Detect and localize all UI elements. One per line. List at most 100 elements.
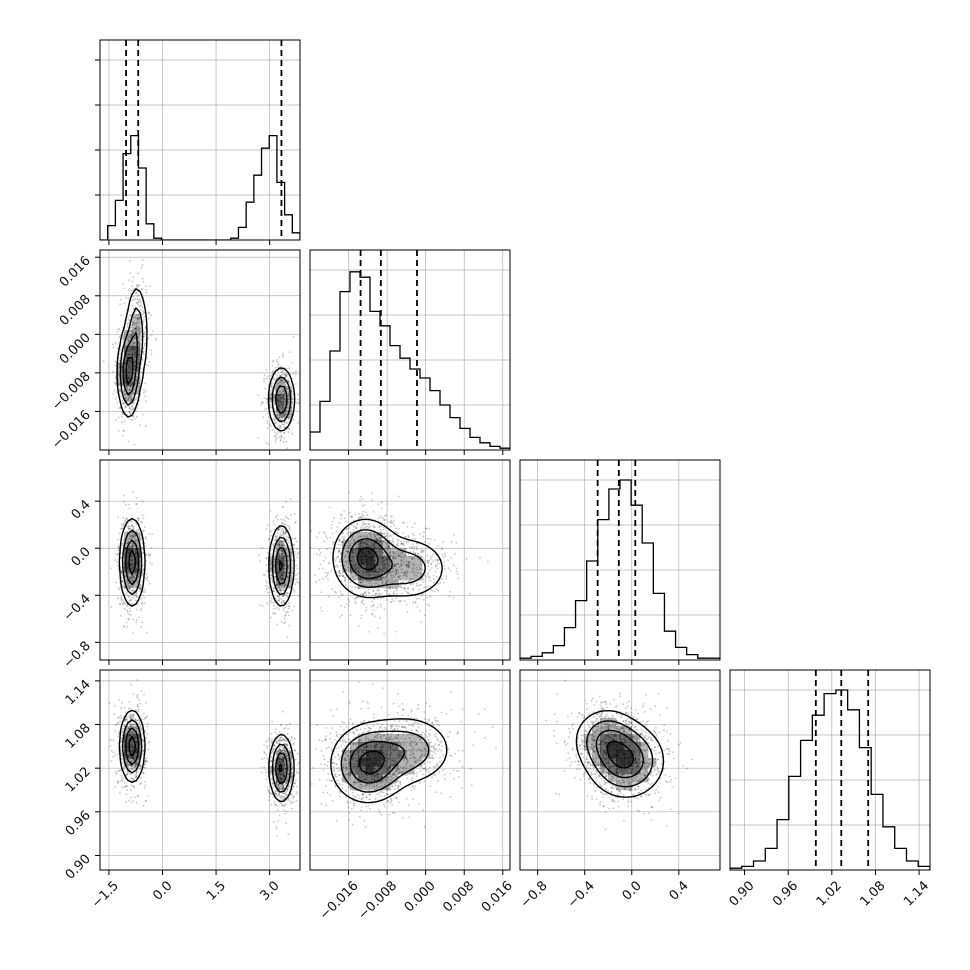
sample-point [144, 325, 147, 328]
sample-point [273, 418, 275, 421]
sample-point [455, 567, 458, 570]
sample-point [132, 316, 135, 319]
sample-point [116, 553, 118, 556]
sample-point [120, 774, 123, 777]
sample-point [291, 567, 294, 570]
y-tick-label-1-1: −0.008 [49, 369, 94, 414]
sample-point [129, 545, 132, 548]
sample-point [286, 595, 289, 598]
sample-point [269, 563, 272, 566]
sample-point [279, 540, 282, 543]
sample-point [128, 410, 131, 413]
sample-point [278, 597, 280, 600]
sample-point [281, 527, 283, 530]
density-cell [284, 572, 293, 581]
density-cell [276, 378, 285, 387]
sample-point [360, 517, 362, 519]
contours-1-0 [116, 288, 296, 432]
sample-point [128, 319, 131, 321]
sample-point [131, 338, 134, 341]
sample-point [296, 572, 299, 575]
sample-point [287, 401, 290, 403]
sample-point [273, 559, 276, 561]
sample-point [138, 573, 141, 575]
sample-point [276, 383, 279, 385]
sample-point [127, 525, 129, 528]
sample-point [139, 587, 142, 589]
sample-point [137, 517, 140, 520]
sample-point [270, 578, 272, 580]
sample-point [281, 379, 283, 382]
contour-level-3 [125, 356, 134, 385]
sample-point [142, 347, 145, 349]
sample-point [128, 588, 131, 591]
sample-point [328, 595, 330, 598]
sample-point [282, 543, 284, 546]
sample-point [147, 580, 150, 582]
sample-point [125, 296, 128, 299]
sample-point [280, 540, 283, 542]
sample-point [282, 413, 284, 415]
sample-point [126, 542, 128, 545]
sample-point [286, 447, 289, 450]
sample-point [276, 532, 279, 535]
sample-point [342, 532, 345, 534]
sample-point [132, 579, 135, 581]
sample-point [138, 332, 141, 335]
sample-point [143, 529, 146, 532]
sample-point [284, 397, 287, 400]
sample-point [428, 604, 431, 607]
sample-point [274, 538, 277, 541]
sample-point [365, 511, 368, 514]
sample-point [117, 416, 120, 419]
sample-point [140, 266, 143, 269]
sample-point [321, 567, 324, 570]
sample-point [134, 538, 137, 540]
sample-point [270, 385, 272, 388]
sample-point [279, 581, 282, 583]
density-cell [132, 580, 141, 589]
sample-point [281, 583, 284, 586]
sample-point [274, 422, 277, 424]
sample-point [284, 411, 287, 414]
sample-point [280, 554, 283, 557]
sample-point [122, 430, 125, 432]
sample-point [131, 596, 134, 599]
sample-point [284, 519, 286, 522]
sample-point [271, 579, 274, 582]
sample-point [136, 317, 139, 320]
sample-point [122, 538, 125, 541]
sample-point [122, 584, 124, 587]
sample-point [370, 605, 373, 608]
sample-point [411, 526, 414, 529]
sample-point [288, 539, 291, 542]
sample-point [260, 401, 263, 403]
sample-point [136, 313, 138, 316]
sample-point [279, 431, 282, 434]
sample-point [285, 412, 288, 415]
sample-point [377, 503, 380, 505]
sample-point [117, 545, 120, 548]
sample-point [347, 598, 350, 601]
sample-point [259, 560, 261, 562]
density-cell [284, 564, 293, 573]
sample-point [266, 524, 269, 527]
sample-point [127, 316, 130, 319]
sample-point [283, 374, 286, 376]
sample-point [130, 394, 133, 396]
sample-point [135, 593, 138, 596]
sample-point [136, 679, 139, 681]
sample-point [138, 587, 141, 590]
sample-point [295, 370, 297, 373]
sample-point [343, 579, 346, 581]
sample-point [131, 304, 134, 307]
sample-point [329, 536, 332, 539]
sample-point [136, 539, 139, 542]
sample-point [376, 606, 379, 609]
sample-point [133, 388, 136, 391]
sample-point [133, 331, 136, 333]
sample-point [286, 387, 289, 390]
density-cell [132, 314, 141, 323]
sample-point [285, 374, 287, 376]
sample-point [281, 522, 283, 525]
